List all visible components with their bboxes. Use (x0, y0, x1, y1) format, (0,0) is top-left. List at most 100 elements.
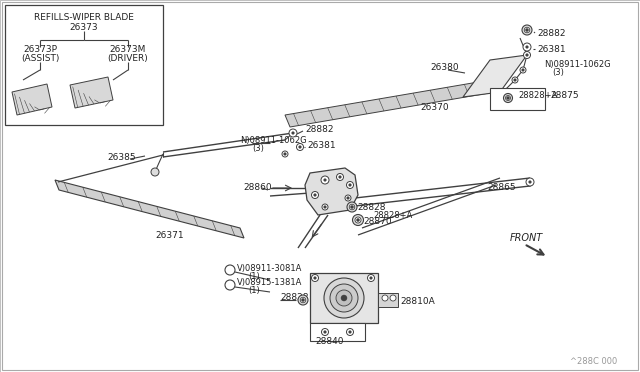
Circle shape (514, 79, 516, 81)
Circle shape (337, 173, 344, 180)
Text: 26385: 26385 (107, 154, 136, 163)
Bar (5, 5, 163, 125)
Circle shape (324, 278, 364, 318)
Circle shape (347, 202, 357, 212)
Text: 26370: 26370 (420, 103, 449, 112)
Circle shape (522, 25, 532, 35)
Text: (1): (1) (248, 286, 260, 295)
Circle shape (314, 277, 316, 279)
Circle shape (524, 27, 530, 33)
Text: (ASSIST): (ASSIST) (21, 55, 59, 64)
Circle shape (339, 176, 341, 178)
Circle shape (292, 132, 294, 134)
Circle shape (367, 275, 374, 282)
Circle shape (504, 93, 513, 103)
Circle shape (289, 129, 297, 137)
Circle shape (301, 298, 305, 301)
Text: FRONT: FRONT (510, 233, 543, 243)
Circle shape (353, 215, 364, 225)
Text: N)08911-1062G: N)08911-1062G (240, 135, 307, 144)
Text: (3): (3) (552, 68, 564, 77)
Text: 26373: 26373 (70, 23, 99, 32)
Circle shape (298, 295, 308, 305)
Circle shape (312, 192, 319, 199)
Circle shape (526, 178, 534, 186)
Circle shape (525, 29, 529, 32)
Circle shape (225, 280, 235, 290)
Text: 28828: 28828 (280, 294, 308, 302)
Circle shape (284, 153, 286, 155)
Bar (378, 293, 398, 307)
Text: 28870: 28870 (363, 218, 392, 227)
Circle shape (529, 181, 531, 183)
Text: 26371: 26371 (155, 231, 184, 240)
Text: 26380: 26380 (430, 64, 459, 73)
Circle shape (370, 277, 372, 279)
Circle shape (349, 204, 355, 210)
Circle shape (355, 217, 361, 223)
Circle shape (512, 77, 518, 83)
Circle shape (356, 218, 360, 221)
Circle shape (382, 295, 388, 301)
Polygon shape (285, 80, 495, 127)
Circle shape (523, 43, 531, 51)
Text: 26381: 26381 (307, 141, 335, 151)
Circle shape (321, 176, 329, 184)
Bar (310, 323, 365, 341)
Text: 28882: 28882 (537, 29, 566, 38)
Circle shape (346, 328, 353, 336)
Polygon shape (463, 55, 527, 97)
Text: 26373P: 26373P (23, 45, 57, 55)
Circle shape (336, 290, 352, 306)
Text: (DRIVER): (DRIVER) (108, 55, 148, 64)
Circle shape (299, 146, 301, 148)
Text: REFILLS-WIPER BLADE: REFILLS-WIPER BLADE (34, 13, 134, 22)
Circle shape (282, 151, 288, 157)
Circle shape (525, 54, 528, 56)
Text: 28828+A: 28828+A (518, 92, 557, 100)
Circle shape (341, 295, 347, 301)
Polygon shape (55, 180, 244, 238)
Circle shape (312, 275, 319, 282)
Circle shape (324, 331, 326, 333)
Circle shape (524, 51, 531, 58)
Text: 28810A: 28810A (400, 298, 435, 307)
Text: V)08911-3081A: V)08911-3081A (237, 263, 302, 273)
Circle shape (296, 144, 303, 151)
Polygon shape (12, 84, 52, 115)
Circle shape (225, 265, 235, 275)
Circle shape (322, 204, 328, 210)
Circle shape (390, 295, 396, 301)
Circle shape (330, 284, 358, 312)
Bar (490, 88, 545, 110)
Text: 28875: 28875 (550, 90, 579, 99)
Text: V: V (228, 282, 232, 288)
Circle shape (349, 331, 351, 333)
Circle shape (321, 328, 328, 336)
Text: 28882: 28882 (305, 125, 333, 135)
Text: 28860: 28860 (243, 183, 271, 192)
Circle shape (520, 67, 526, 73)
Text: 28828+A: 28828+A (373, 211, 412, 219)
Text: 26381: 26381 (537, 45, 566, 54)
Circle shape (324, 179, 326, 181)
Circle shape (522, 69, 524, 71)
Text: 28865: 28865 (487, 183, 516, 192)
Circle shape (347, 197, 349, 199)
Text: 28828: 28828 (357, 202, 385, 212)
Text: V)08915-1381A: V)08915-1381A (237, 279, 302, 288)
Text: N)08911-1062G: N)08911-1062G (544, 61, 611, 70)
Text: (1): (1) (248, 272, 260, 280)
Polygon shape (305, 168, 358, 215)
Text: 28840: 28840 (315, 337, 344, 346)
Circle shape (525, 46, 528, 48)
Bar (310, 273, 378, 323)
Text: 26373M: 26373M (110, 45, 146, 55)
Circle shape (351, 205, 353, 208)
Text: 28810: 28810 (316, 326, 344, 334)
Circle shape (300, 297, 306, 303)
Circle shape (506, 96, 511, 100)
Text: ^288C 000: ^288C 000 (570, 357, 617, 366)
Circle shape (314, 194, 316, 196)
Text: V: V (228, 267, 232, 273)
